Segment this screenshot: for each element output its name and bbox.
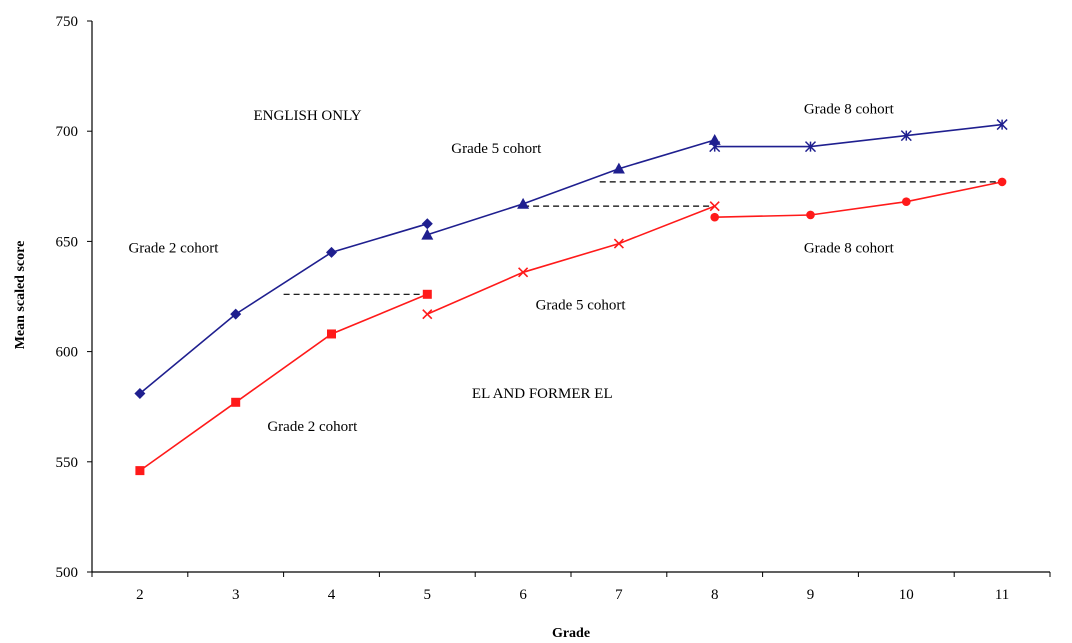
x-tick-label: 9 xyxy=(807,587,815,603)
english-only-series-line xyxy=(714,123,1003,148)
x-axis-title: Grade xyxy=(552,626,590,641)
x-tick-label: 2 xyxy=(136,587,144,603)
english-only-asterisk-marker xyxy=(709,141,721,153)
el-and-former-el-circle-marker xyxy=(902,197,911,207)
x-tick-label: 3 xyxy=(232,587,240,603)
y-tick-label: 650 xyxy=(56,234,79,250)
reference-lines xyxy=(283,181,1003,295)
x-tick-label: 5 xyxy=(424,587,432,603)
series-lines xyxy=(139,123,1003,472)
el-and-former-el-series-line xyxy=(426,205,715,315)
english-only-triangle-marker xyxy=(421,228,434,240)
el-and-former-el-x-marker xyxy=(422,309,433,320)
annotation-label: Grade 2 cohort xyxy=(267,419,358,435)
annotation-label: Grade 8 cohort xyxy=(804,240,895,256)
annotation-label: EL AND FORMER EL xyxy=(472,386,613,402)
el-and-former-el-square-marker xyxy=(231,397,241,407)
annotation-label: Grade 8 cohort xyxy=(804,102,895,118)
x-tick-label: 8 xyxy=(711,587,719,603)
english-only-diamond-marker xyxy=(230,308,242,320)
english-only-asterisk-marker xyxy=(804,141,817,153)
el-and-former-el-square-marker xyxy=(422,289,432,299)
annotation-label: Grade 5 cohort xyxy=(536,298,627,314)
annotation-label: Grade 2 cohort xyxy=(128,240,219,256)
y-axis-title: Mean scaled score xyxy=(13,241,28,350)
y-tick-label: 500 xyxy=(56,565,79,581)
english-only-diamond-marker xyxy=(134,387,146,399)
english-only-series-line xyxy=(139,223,428,395)
x-tick-label: 7 xyxy=(615,587,623,603)
el-and-former-el-square-marker xyxy=(135,466,145,476)
el-and-former-el-series-line xyxy=(714,181,1003,218)
annotations: ENGLISH ONLY Grade 8 cohort Grade 5 cohort… xyxy=(128,102,894,435)
annotation-label: Grade 5 cohort xyxy=(451,141,542,157)
english-only-series-line xyxy=(427,139,715,236)
y-tick-label: 550 xyxy=(56,455,79,471)
axes: 500 550 600 650 700 750 2 3 4 5 6 7 8 9 10 11 xyxy=(56,14,1051,603)
english-only-diamond-marker xyxy=(326,246,337,258)
series-markers xyxy=(134,119,1008,476)
el-and-former-el-circle-marker xyxy=(997,177,1007,187)
english-only-triangle-marker xyxy=(517,197,530,209)
el-and-former-el-circle-marker xyxy=(710,212,719,222)
annotation-label: ENGLISH ONLY xyxy=(254,108,362,124)
y-tick-label: 600 xyxy=(56,345,79,361)
x-tick-label: 10 xyxy=(899,587,914,603)
x-tick-label: 11 xyxy=(995,587,1009,603)
english-only-diamond-marker xyxy=(421,218,433,230)
english-only-triangle-marker xyxy=(612,162,625,174)
y-tick-label: 700 xyxy=(56,124,79,140)
english-only-asterisk-marker xyxy=(996,119,1008,131)
el-and-former-el-x-marker xyxy=(709,201,720,212)
el-and-former-el-x-marker xyxy=(613,238,624,249)
english-only-triangle-marker xyxy=(708,134,721,145)
x-tick-label: 6 xyxy=(519,587,527,603)
x-tick-label: 4 xyxy=(328,587,336,603)
el-and-former-el-series-line xyxy=(139,293,428,472)
english-only-asterisk-marker xyxy=(900,130,912,142)
el-and-former-el-circle-marker xyxy=(806,210,815,220)
el-and-former-el-x-marker xyxy=(518,267,529,278)
y-tick-label: 750 xyxy=(56,14,79,30)
el-and-former-el-square-marker xyxy=(327,329,336,339)
